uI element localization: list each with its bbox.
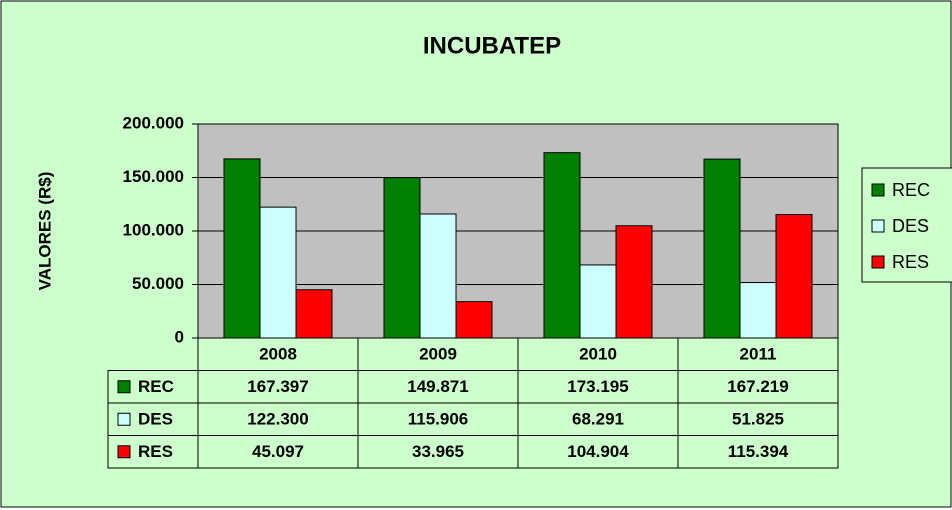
data-label: 149.871 xyxy=(407,377,468,396)
bar xyxy=(543,152,581,339)
bar xyxy=(223,158,261,339)
y-tick-label: 200.000 xyxy=(123,113,184,132)
y-tick-label: 50.000 xyxy=(132,274,184,293)
bar xyxy=(419,213,457,339)
table-legend-key xyxy=(117,445,131,459)
data-label: 167.397 xyxy=(247,377,308,396)
data-label: 104.904 xyxy=(567,442,629,461)
table-legend-key xyxy=(117,380,131,394)
y-tick-label: 100.000 xyxy=(123,220,184,239)
data-label: 173.195 xyxy=(567,377,628,396)
data-label: 68.291 xyxy=(572,410,624,429)
legend-key xyxy=(871,183,885,197)
chart-title: INCUBATEP xyxy=(423,32,561,59)
x-tick-label: 2008 xyxy=(259,345,297,364)
table-series-name: DES xyxy=(138,410,173,429)
legend-label: DES xyxy=(892,216,929,236)
legend-key xyxy=(871,219,885,233)
legend-label: RES xyxy=(892,252,929,272)
x-tick-label: 2010 xyxy=(579,345,617,364)
data-label: 33.965 xyxy=(412,442,464,461)
table-series-name: REC xyxy=(138,377,174,396)
x-tick-label: 2009 xyxy=(419,345,457,364)
bar xyxy=(455,301,493,339)
x-tick-label: 2011 xyxy=(740,345,777,364)
y-axis-label: VALORES (R$) xyxy=(35,172,54,291)
bar xyxy=(739,282,777,339)
bar xyxy=(579,264,617,339)
bar xyxy=(775,214,813,339)
data-label: 115.394 xyxy=(728,442,789,461)
bar xyxy=(615,225,653,339)
y-tick-label: 150.000 xyxy=(123,167,184,186)
bar xyxy=(295,289,333,339)
bar xyxy=(383,177,421,339)
data-label: 122.300 xyxy=(247,410,308,429)
data-label: 167.219 xyxy=(727,377,788,396)
table-series-name: RES xyxy=(138,442,173,461)
data-label: 45.097 xyxy=(252,442,304,461)
bar xyxy=(259,206,297,339)
y-tick-label: 0 xyxy=(175,327,184,346)
bar xyxy=(703,158,741,339)
table-legend-key xyxy=(117,412,131,426)
legend-label: REC xyxy=(892,180,930,200)
data-label: 115.906 xyxy=(408,410,469,429)
data-label: 51.825 xyxy=(732,410,784,429)
legend-key xyxy=(871,255,885,269)
